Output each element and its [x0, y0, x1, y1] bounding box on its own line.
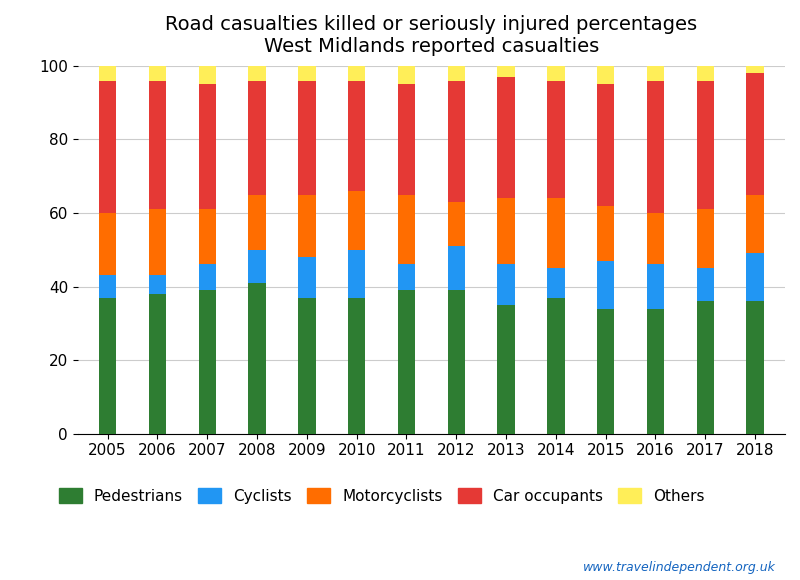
- Bar: [498, 66, 514, 77]
- Bar: [498, 77, 514, 198]
- Bar: [348, 250, 366, 298]
- Bar: [597, 309, 614, 434]
- Bar: [646, 66, 664, 81]
- Bar: [547, 198, 565, 268]
- Bar: [447, 246, 465, 290]
- Bar: [498, 305, 514, 434]
- Bar: [646, 81, 664, 213]
- Bar: [348, 66, 366, 81]
- Bar: [646, 309, 664, 434]
- Bar: [348, 298, 366, 434]
- Bar: [248, 250, 266, 283]
- Bar: [198, 264, 216, 290]
- Bar: [447, 202, 465, 246]
- Bar: [149, 81, 166, 209]
- Bar: [547, 66, 565, 81]
- Bar: [697, 81, 714, 209]
- Bar: [149, 276, 166, 294]
- Bar: [198, 84, 216, 209]
- Bar: [697, 268, 714, 301]
- Bar: [498, 198, 514, 264]
- Bar: [746, 66, 764, 73]
- Bar: [149, 209, 166, 276]
- Bar: [398, 290, 415, 434]
- Bar: [99, 213, 116, 276]
- Bar: [298, 298, 315, 434]
- Bar: [198, 209, 216, 264]
- Bar: [697, 209, 714, 268]
- Bar: [298, 257, 315, 298]
- Bar: [447, 66, 465, 81]
- Bar: [248, 81, 266, 195]
- Bar: [746, 253, 764, 301]
- Bar: [547, 81, 565, 198]
- Bar: [498, 264, 514, 305]
- Bar: [746, 301, 764, 434]
- Bar: [298, 195, 315, 257]
- Bar: [646, 213, 664, 264]
- Bar: [398, 66, 415, 84]
- Bar: [597, 66, 614, 84]
- Bar: [99, 276, 116, 298]
- Bar: [447, 81, 465, 202]
- Bar: [149, 294, 166, 434]
- Bar: [99, 81, 116, 213]
- Bar: [597, 84, 614, 206]
- Bar: [248, 66, 266, 81]
- Bar: [348, 191, 366, 250]
- Bar: [398, 84, 415, 195]
- Bar: [746, 73, 764, 195]
- Bar: [697, 301, 714, 434]
- Bar: [298, 66, 315, 81]
- Bar: [547, 268, 565, 298]
- Bar: [697, 66, 714, 81]
- Bar: [298, 81, 315, 195]
- Bar: [198, 290, 216, 434]
- Bar: [99, 66, 116, 81]
- Title: Road casualties killed or seriously injured percentages
West Midlands reported c: Road casualties killed or seriously inju…: [166, 15, 698, 56]
- Bar: [198, 66, 216, 84]
- Bar: [398, 195, 415, 264]
- Legend: Pedestrians, Cyclists, Motorcyclists, Car occupants, Others: Pedestrians, Cyclists, Motorcyclists, Ca…: [53, 482, 711, 510]
- Bar: [248, 195, 266, 250]
- Bar: [348, 81, 366, 191]
- Bar: [447, 290, 465, 434]
- Bar: [99, 298, 116, 434]
- Bar: [646, 264, 664, 309]
- Bar: [398, 264, 415, 290]
- Bar: [597, 206, 614, 261]
- Bar: [746, 195, 764, 253]
- Bar: [248, 283, 266, 434]
- Bar: [149, 66, 166, 81]
- Bar: [597, 261, 614, 309]
- Text: www.travelindependent.org.uk: www.travelindependent.org.uk: [583, 561, 776, 574]
- Bar: [547, 298, 565, 434]
